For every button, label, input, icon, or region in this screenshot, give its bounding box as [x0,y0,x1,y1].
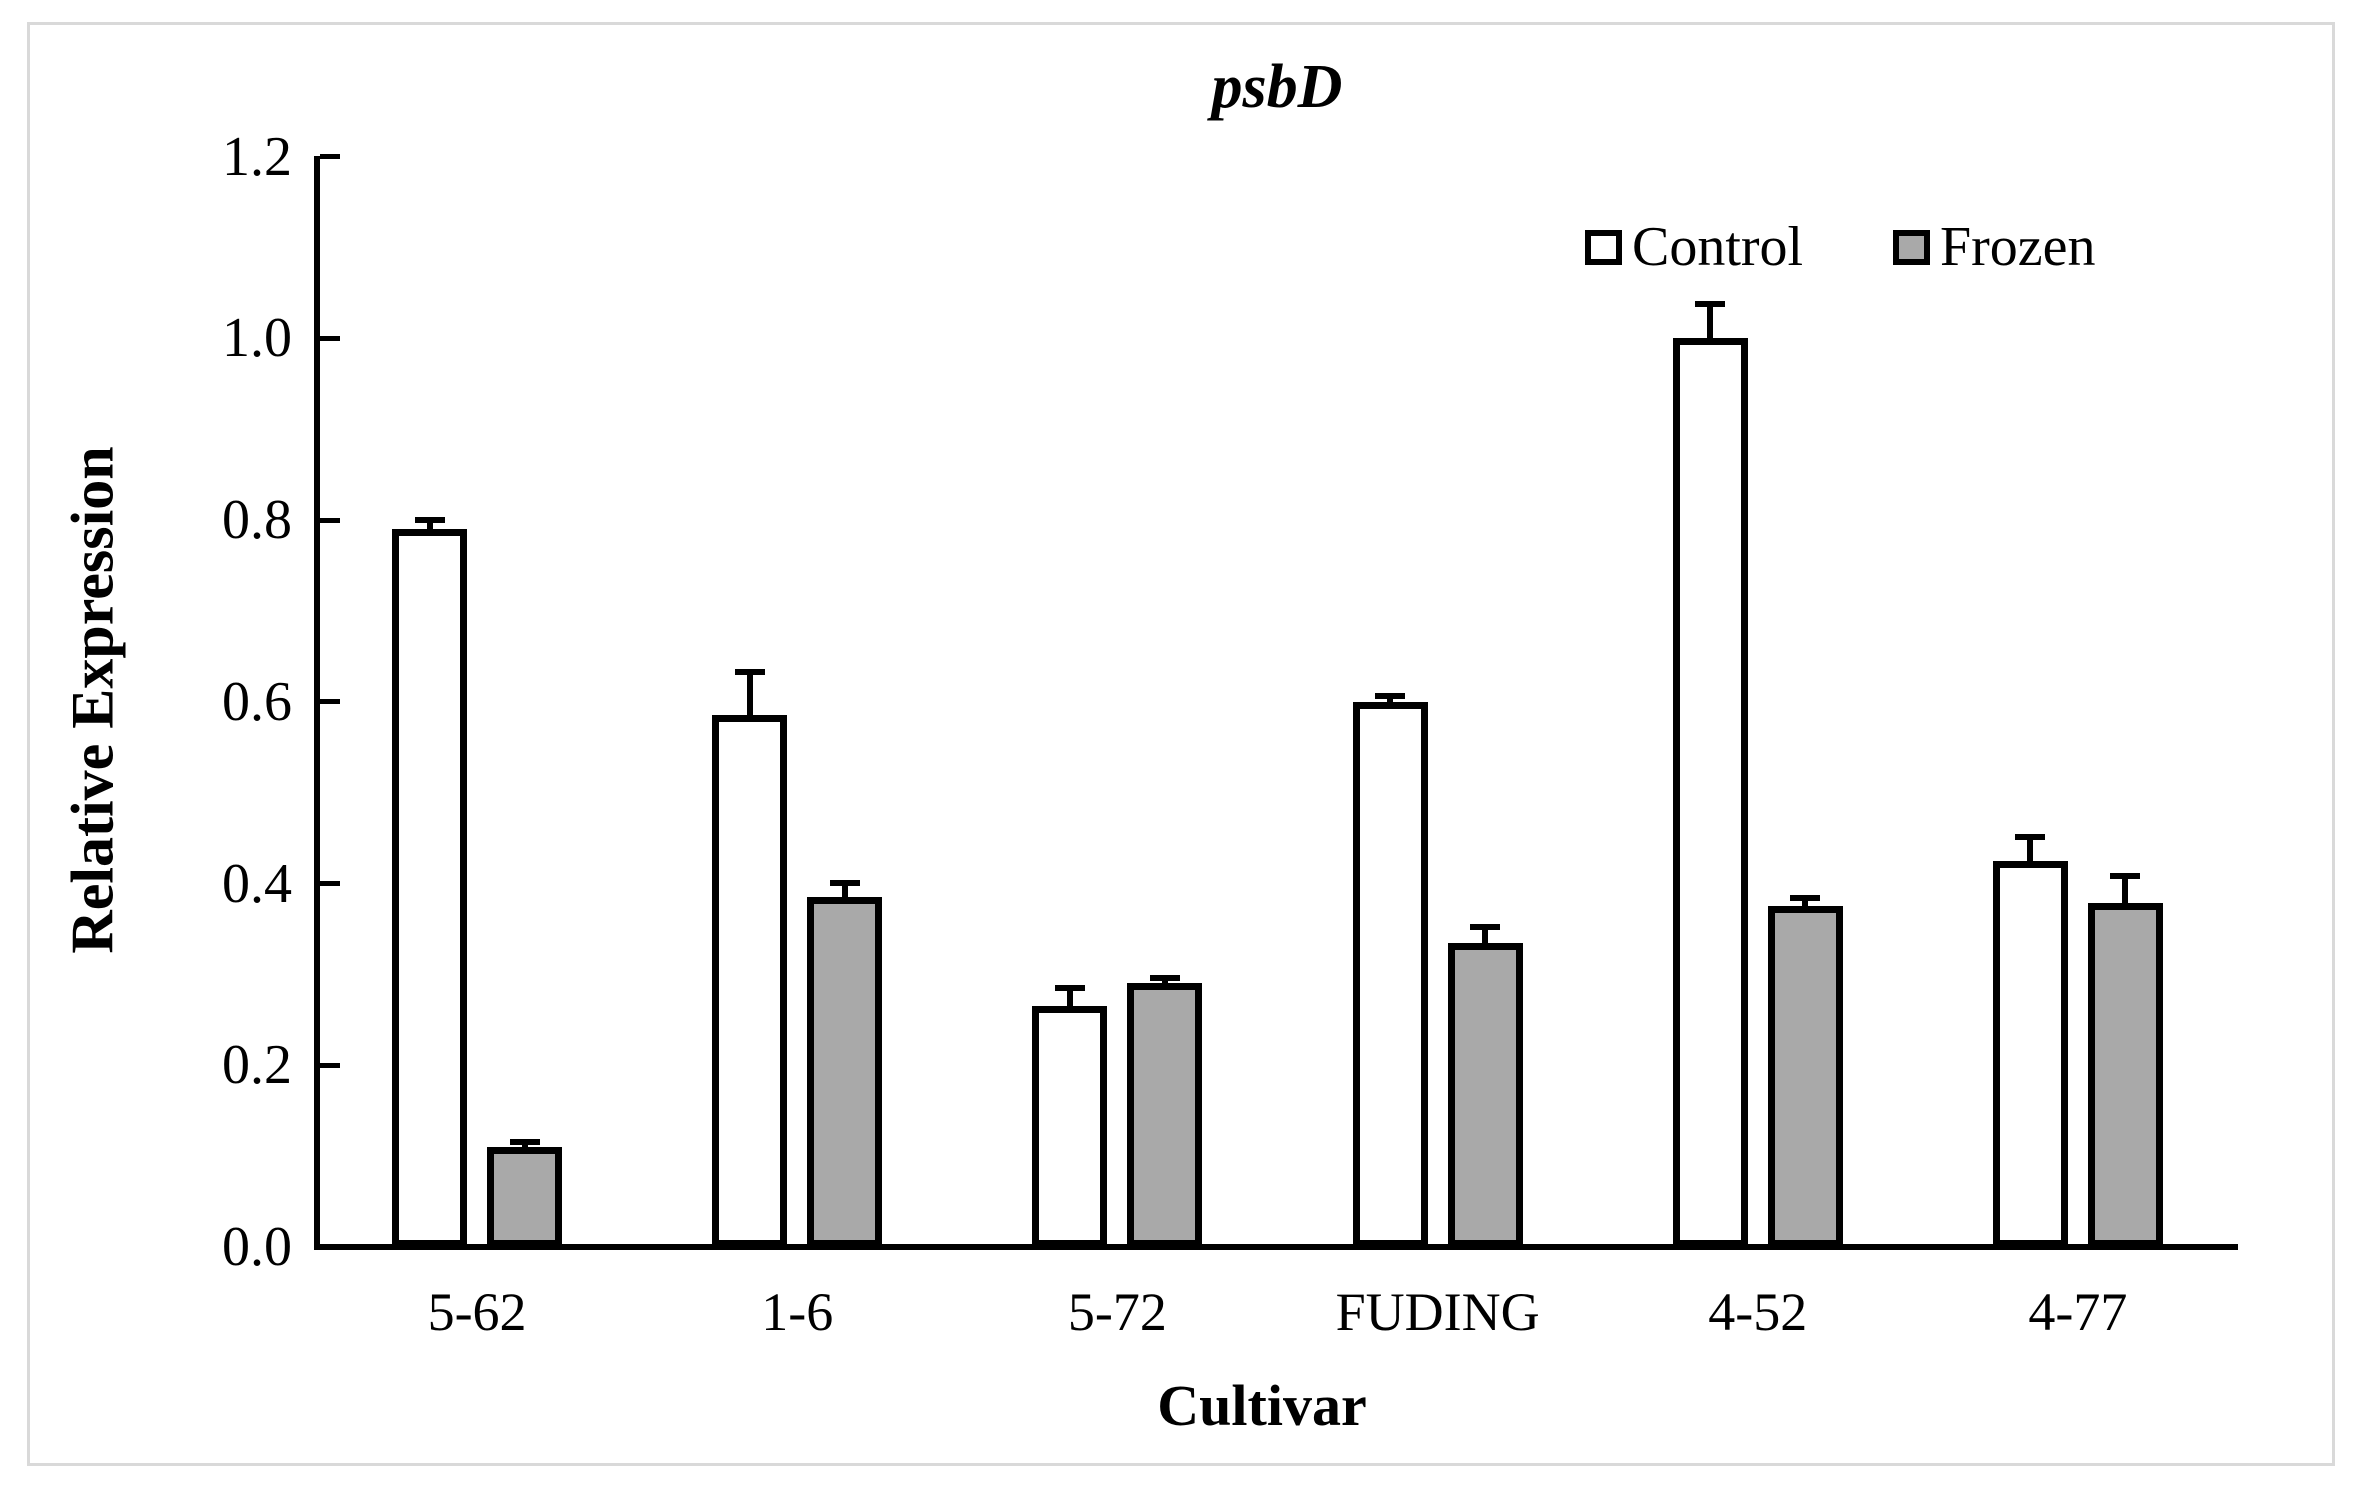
legend-item-control: Control [1585,219,1803,275]
error-bar-cap [1790,895,1821,902]
error-bar-line [1802,898,1809,907]
y-tick [320,517,340,523]
error-bar-cap [1054,985,1085,991]
error-bar-cap [414,517,445,523]
y-tick [320,881,340,886]
error-bar-cap [829,879,860,886]
legend-label: Control [1632,216,1804,278]
error-bar-cap [2110,873,2141,880]
bar-control-4-52 [1672,338,1748,1247]
bar-frozen-4-52 [1767,906,1843,1247]
y-axis-title: Relative Expression [59,446,126,954]
category-label: 1-6 [761,1282,834,1342]
bar-control-5-72 [1032,1006,1108,1247]
y-tick [320,154,340,159]
y-tick-label: 0.0 [222,1216,292,1278]
bar-frozen-1-6 [807,897,883,1247]
error-bar-line [2027,837,2034,861]
y-tick-label: 0.8 [222,489,292,551]
bar-frozen-5-72 [1127,983,1203,1247]
legend-swatch-frozen [1893,229,1930,265]
legend-swatch-control [1585,229,1622,265]
error-bar-line [1482,927,1489,943]
category-label: FUDING [1335,1282,1540,1342]
bar-control-4-77 [1992,860,2068,1247]
legend-label: Frozen [1940,216,2096,278]
error-bar-line [1066,988,1073,1007]
chart-title: psbD [1211,53,1343,121]
error-bar-cap [2015,834,2046,841]
bar-control-5-62 [392,529,468,1247]
bar-control-1-6 [712,715,788,1247]
x-axis-title: Cultivar [1157,1373,1367,1438]
legend-item-frozen: Frozen [1893,219,2096,275]
category-label: 5-72 [1067,1282,1167,1342]
y-tick [320,335,340,341]
y-tick-label: 0.6 [222,670,292,733]
bar-frozen-5-62 [487,1147,563,1247]
error-bar-cap [1149,975,1180,981]
y-tick-label: 0.4 [222,852,292,915]
error-bar-line [2122,876,2129,904]
error-bar-cap [1470,924,1501,931]
error-bar-cap [509,1139,540,1146]
error-bar-cap [734,668,765,675]
error-bar-cap [1695,300,1726,307]
error-bar-line [426,520,433,530]
error-bar-line [841,882,848,898]
y-axis-line [314,156,320,1250]
y-tick-label: 1.0 [222,307,292,370]
bar-frozen-4-77 [2087,903,2163,1247]
y-tick-label: 1.2 [222,125,292,188]
error-bar-line [746,671,753,716]
category-label: 4-52 [1708,1282,1808,1342]
error-bar-line [1707,303,1714,339]
y-tick [320,699,340,705]
y-tick-label: 0.2 [222,1034,292,1097]
bar-control-fuding [1352,701,1428,1247]
y-tick [320,1062,340,1068]
error-bar-cap [1375,693,1406,700]
category-label: 4-77 [2028,1282,2128,1342]
bar-frozen-fuding [1447,942,1523,1247]
x-axis-line [314,1244,2238,1250]
category-label: 5-62 [427,1282,527,1342]
